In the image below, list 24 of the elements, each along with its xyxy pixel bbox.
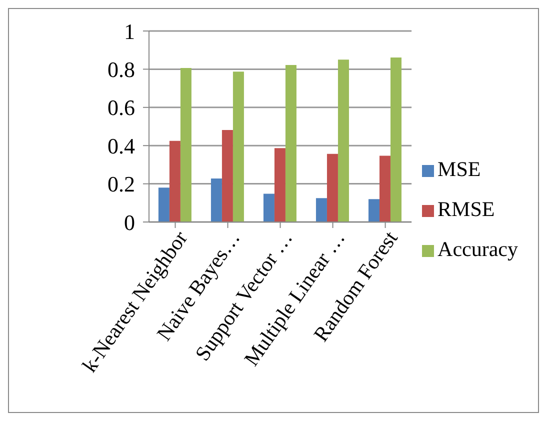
bar [210,178,222,222]
bar [274,148,286,222]
bar [222,130,233,222]
y-tick-label: 0.4 [108,133,135,158]
bar [368,199,380,222]
y-tick-label: 0.2 [108,172,135,197]
legend-label: MSE [438,157,481,181]
bar [232,72,244,222]
bar [316,198,327,222]
bar [285,65,296,222]
bar [379,156,390,222]
bar [263,194,274,222]
bar [158,188,170,222]
bar [326,154,338,222]
bar [338,60,349,222]
y-tick-label: 0.8 [108,57,135,82]
bar [390,58,402,222]
y-tick-label: 1 [124,18,135,44]
bar [180,68,192,222]
bar [169,140,180,222]
y-tick-label: 0 [124,210,135,235]
legend-label: RMSE [438,197,495,221]
y-tick-label: 0.6 [108,95,135,120]
legend-label: Accuracy [438,237,518,261]
